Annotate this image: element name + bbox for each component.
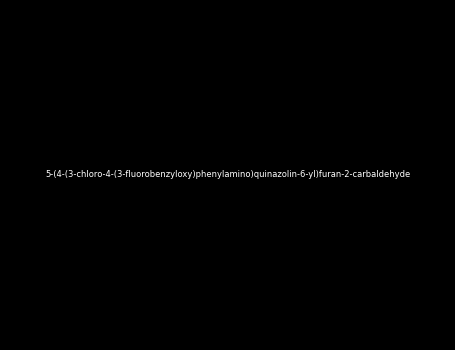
Text: 5-(4-(3-chloro-4-(3-fluorobenzyloxy)phenylamino)quinazolin-6-yl)furan-2-carbalde: 5-(4-(3-chloro-4-(3-fluorobenzyloxy)phen…: [45, 170, 410, 180]
